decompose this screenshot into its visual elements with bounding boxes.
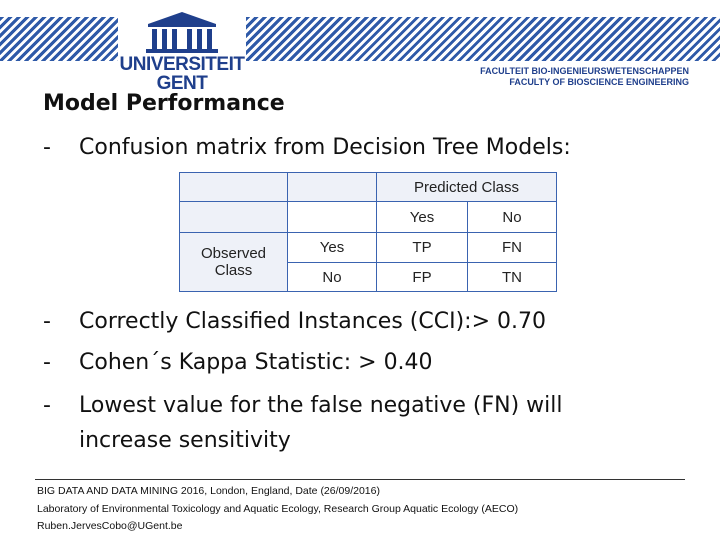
faculty-name-english: FACULTY OF BIOSCIENCE ENGINEERING <box>509 77 689 87</box>
matrix-corner-cell <box>287 172 377 202</box>
footer-email: Ruben.JervesCobo@UGent.be <box>37 520 183 532</box>
cell-true-negative: TN <box>467 262 557 292</box>
header-banner-left <box>0 17 118 61</box>
predicted-class-header: Predicted Class <box>376 172 557 202</box>
confusion-matrix: Predicted Class Yes No Observed Class Ye… <box>179 172 557 292</box>
observed-header-line1: Observed <box>200 245 267 262</box>
bullet-dash: - <box>43 393 51 418</box>
footer-divider <box>35 479 685 480</box>
observed-yes-label: Yes <box>287 232 377 263</box>
observed-header-line2: Class <box>214 262 253 279</box>
header-banner-right <box>246 17 720 61</box>
logo-text-universiteit: UNIVERSITEIT <box>119 54 245 75</box>
cell-true-positive: TP <box>376 232 468 263</box>
faculty-name-dutch: FACULTEIT BIO-INGENIEURSWETENSCHAPPEN <box>480 66 689 76</box>
logo-text-gent: GENT <box>156 73 208 94</box>
observed-no-label: No <box>287 262 377 292</box>
slide-title: Model Performance <box>43 91 285 116</box>
bullet-kappa: - Cohen´s Kappa Statistic: > 0.40 <box>43 350 433 375</box>
bullet-fn: - Lowest value for the false negative (FN… <box>43 393 563 418</box>
bullet-cci: - Correctly Classified Instances (CCI):> … <box>43 309 546 334</box>
intro-bullet-text: Confusion matrix from Decision Tree Mode… <box>79 135 571 160</box>
bullet-dash: - <box>43 350 51 375</box>
bullet-fn-continuation: increase sensitivity <box>79 428 291 453</box>
matrix-corner-cell <box>179 201 288 233</box>
predicted-yes-label: Yes <box>376 201 468 233</box>
predicted-no-label: No <box>467 201 557 233</box>
matrix-corner-cell <box>179 172 288 202</box>
bullet-fn-text: Lowest value for the false negative (FN)… <box>79 393 563 418</box>
footer-laboratory: Laboratory of Environmental Toxicology a… <box>37 503 519 515</box>
matrix-corner-cell <box>287 201 377 233</box>
university-logo: UNIVERSITEIT GENT <box>118 0 246 94</box>
bullet-dash: - <box>43 309 51 334</box>
footer-conference: BIG DATA AND DATA MINING 2016, London, E… <box>37 485 380 497</box>
intro-bullet: - Confusion matrix from Decision Tree Mod… <box>43 135 571 160</box>
cell-false-negative: FN <box>467 232 557 263</box>
cell-false-positive: FP <box>376 262 468 292</box>
observed-class-header: Observed Class <box>179 232 288 292</box>
faculty-name: FACULTEIT BIO-INGENIEURSWETENSCHAPPEN FA… <box>480 66 689 88</box>
bullet-kappa-text: Cohen´s Kappa Statistic: > 0.40 <box>79 350 433 375</box>
building-icon <box>146 12 218 53</box>
bullet-dash: - <box>43 135 51 160</box>
bullet-cci-text: Correctly Classified Instances (CCI):> 0… <box>79 309 546 334</box>
